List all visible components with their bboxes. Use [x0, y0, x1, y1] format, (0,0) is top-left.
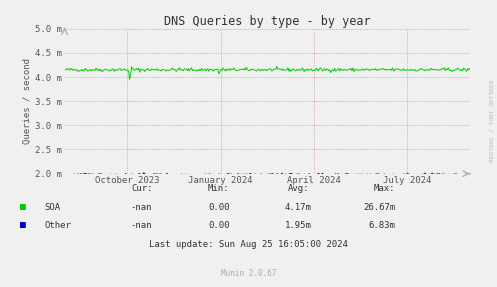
Text: 0.00: 0.00 — [208, 221, 230, 230]
Text: -nan: -nan — [131, 203, 153, 212]
Text: 1.95m: 1.95m — [285, 221, 312, 230]
Text: Avg:: Avg: — [287, 184, 309, 193]
Text: 0.00: 0.00 — [208, 203, 230, 212]
Text: Other: Other — [45, 221, 72, 230]
Title: DNS Queries by type - by year: DNS Queries by type - by year — [164, 15, 370, 28]
Text: ■: ■ — [20, 201, 26, 212]
Text: Min:: Min: — [208, 184, 230, 193]
Text: Munin 2.0.67: Munin 2.0.67 — [221, 269, 276, 278]
Y-axis label: Queries / second: Queries / second — [23, 58, 32, 144]
Text: 26.67m: 26.67m — [363, 203, 395, 212]
Text: Cur:: Cur: — [131, 184, 153, 193]
Text: ■: ■ — [20, 220, 26, 230]
Text: Last update: Sun Aug 25 16:05:00 2024: Last update: Sun Aug 25 16:05:00 2024 — [149, 240, 348, 249]
Text: Max:: Max: — [374, 184, 395, 193]
Text: SOA: SOA — [45, 203, 61, 212]
Text: -nan: -nan — [131, 221, 153, 230]
Text: 4.17m: 4.17m — [285, 203, 312, 212]
Text: RRDTOOL / TOBI OETIKER: RRDTOOL / TOBI OETIKER — [490, 79, 495, 162]
Text: 6.83m: 6.83m — [368, 221, 395, 230]
